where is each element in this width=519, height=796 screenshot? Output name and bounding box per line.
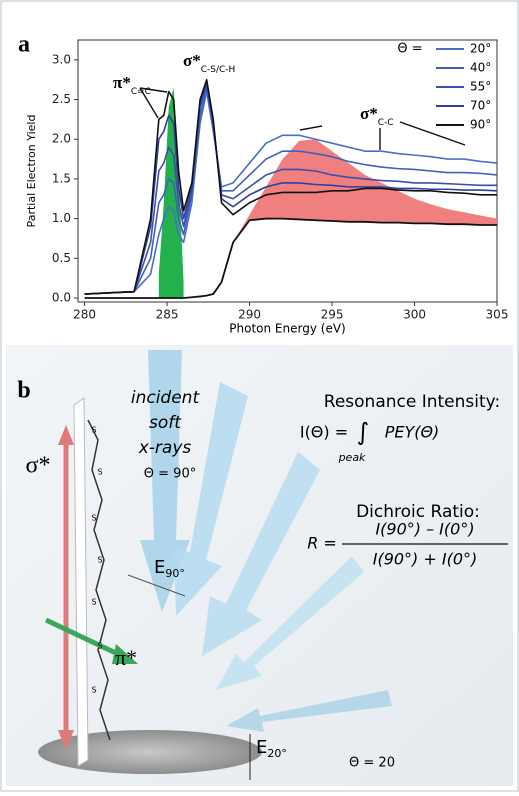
theta-label: Θ = 90° [144, 467, 196, 482]
formula: I(Θ) = [300, 423, 348, 442]
formula: PEY(Θ) [385, 423, 440, 442]
pi-label: π* [115, 645, 137, 670]
sulfur-label: S [97, 468, 102, 477]
e-sub: 20° [267, 747, 287, 760]
legend-label: 55° [470, 80, 491, 94]
sigma-arrow-head [58, 425, 74, 445]
y-tick-label: 1.0 [52, 211, 71, 225]
annotation-sub: C-C [378, 118, 394, 128]
y-tick-label: 3.0 [52, 52, 71, 66]
substrate [38, 730, 262, 774]
xray-arrow [226, 690, 392, 732]
annotation-arrow [299, 125, 323, 131]
sigma-label: σ* [26, 453, 51, 479]
annotation-arrow [399, 121, 466, 146]
pi-arrow-head [112, 644, 138, 664]
formula: I(90°) + I(0°) [373, 550, 478, 569]
theta-label: Θ = 20 [349, 756, 395, 771]
sulfur-label: S [91, 598, 96, 607]
formula: R = [307, 534, 337, 553]
x-tick-label: 290 [238, 308, 261, 322]
y-tick-label: 1.5 [52, 171, 71, 185]
sigma-arrow-head [58, 730, 74, 750]
legend-title: Θ = [397, 42, 422, 57]
x-tick-label: 300 [403, 308, 426, 322]
pi-arrow [44, 617, 122, 658]
formula: ∫ [357, 418, 370, 446]
annotation-symbol: σ* [183, 51, 201, 70]
formula-title: Resonance Intensity: [324, 392, 500, 412]
y-tick-label: 0.5 [52, 251, 71, 265]
x-tick-label: 295 [321, 308, 344, 322]
series-line [84, 82, 497, 295]
thiophene-chain [87, 419, 111, 741]
annotation-symbol: π* [113, 73, 131, 92]
annotation-symbol: σ* [360, 104, 378, 123]
formula: I(90°) – I(0°) [375, 520, 474, 539]
formula-title: Dichroic Ratio: [356, 502, 480, 522]
e-field-label: E20° [256, 737, 287, 760]
series-line [84, 81, 498, 295]
x-tick-label: 280 [73, 308, 96, 322]
y-axis-label: Partial Electron Yield [25, 115, 38, 228]
series-line [84, 78, 497, 295]
formula-sub: peak [338, 451, 366, 464]
incident-text: x-rays [138, 438, 192, 458]
panel-label: a [18, 32, 30, 58]
xray-arrow [140, 350, 190, 612]
panel-a: 0.0 0.5 1.0 1.5 2.0 2.5 3.0 280 285 290 295 300 305 P… [18, 32, 508, 336]
annotation: π*C=C [113, 73, 151, 97]
e-field-label: E90° [154, 557, 185, 580]
molecule-backbone [73, 397, 89, 767]
annotation: σ*C-S/C-H [183, 51, 235, 75]
x-tick-label: 305 [486, 308, 509, 322]
annotation-arrow [139, 87, 168, 93]
legend-label: 40° [470, 61, 491, 75]
fill-area [158, 87, 184, 299]
series-line [84, 90, 498, 295]
annotation: σ*C-C [360, 104, 394, 128]
series-line [84, 86, 498, 295]
legend-label: 90° [470, 118, 491, 132]
legend-label: 70° [470, 99, 491, 113]
sulfur-label: S [97, 556, 102, 565]
annotation-sub: C=C [131, 87, 151, 97]
y-tick-label: 2.0 [52, 132, 71, 146]
sulfur-label: S [91, 514, 96, 523]
x-tick-label: 285 [156, 308, 179, 322]
legend-label: 20° [470, 42, 491, 56]
y-tick-label: 2.5 [52, 92, 71, 106]
annotation-sub: C-S/C-H [201, 65, 236, 75]
xray-arrow [202, 452, 320, 656]
sulfur-label: S [97, 642, 102, 651]
sulfur-label: S [91, 686, 96, 695]
annotation-arrow [139, 87, 159, 119]
panel-label: b [17, 378, 30, 404]
e-symbol: E [154, 557, 165, 578]
xray-arrow [216, 556, 364, 690]
e-symbol: E [256, 737, 267, 758]
e-vector [127, 574, 186, 597]
edge-step [84, 217, 497, 299]
plot-frame [77, 39, 498, 303]
e-sub: 90° [165, 567, 185, 580]
y-tick-label: 0.0 [52, 291, 71, 305]
x-axis-label: Photon Energy (eV) [229, 322, 345, 336]
xray-arrow [174, 382, 248, 616]
incident-text: soft [149, 413, 182, 433]
incident-text: incident [131, 388, 201, 408]
sulfur-label: S [91, 426, 96, 435]
fill-area [233, 139, 497, 243]
